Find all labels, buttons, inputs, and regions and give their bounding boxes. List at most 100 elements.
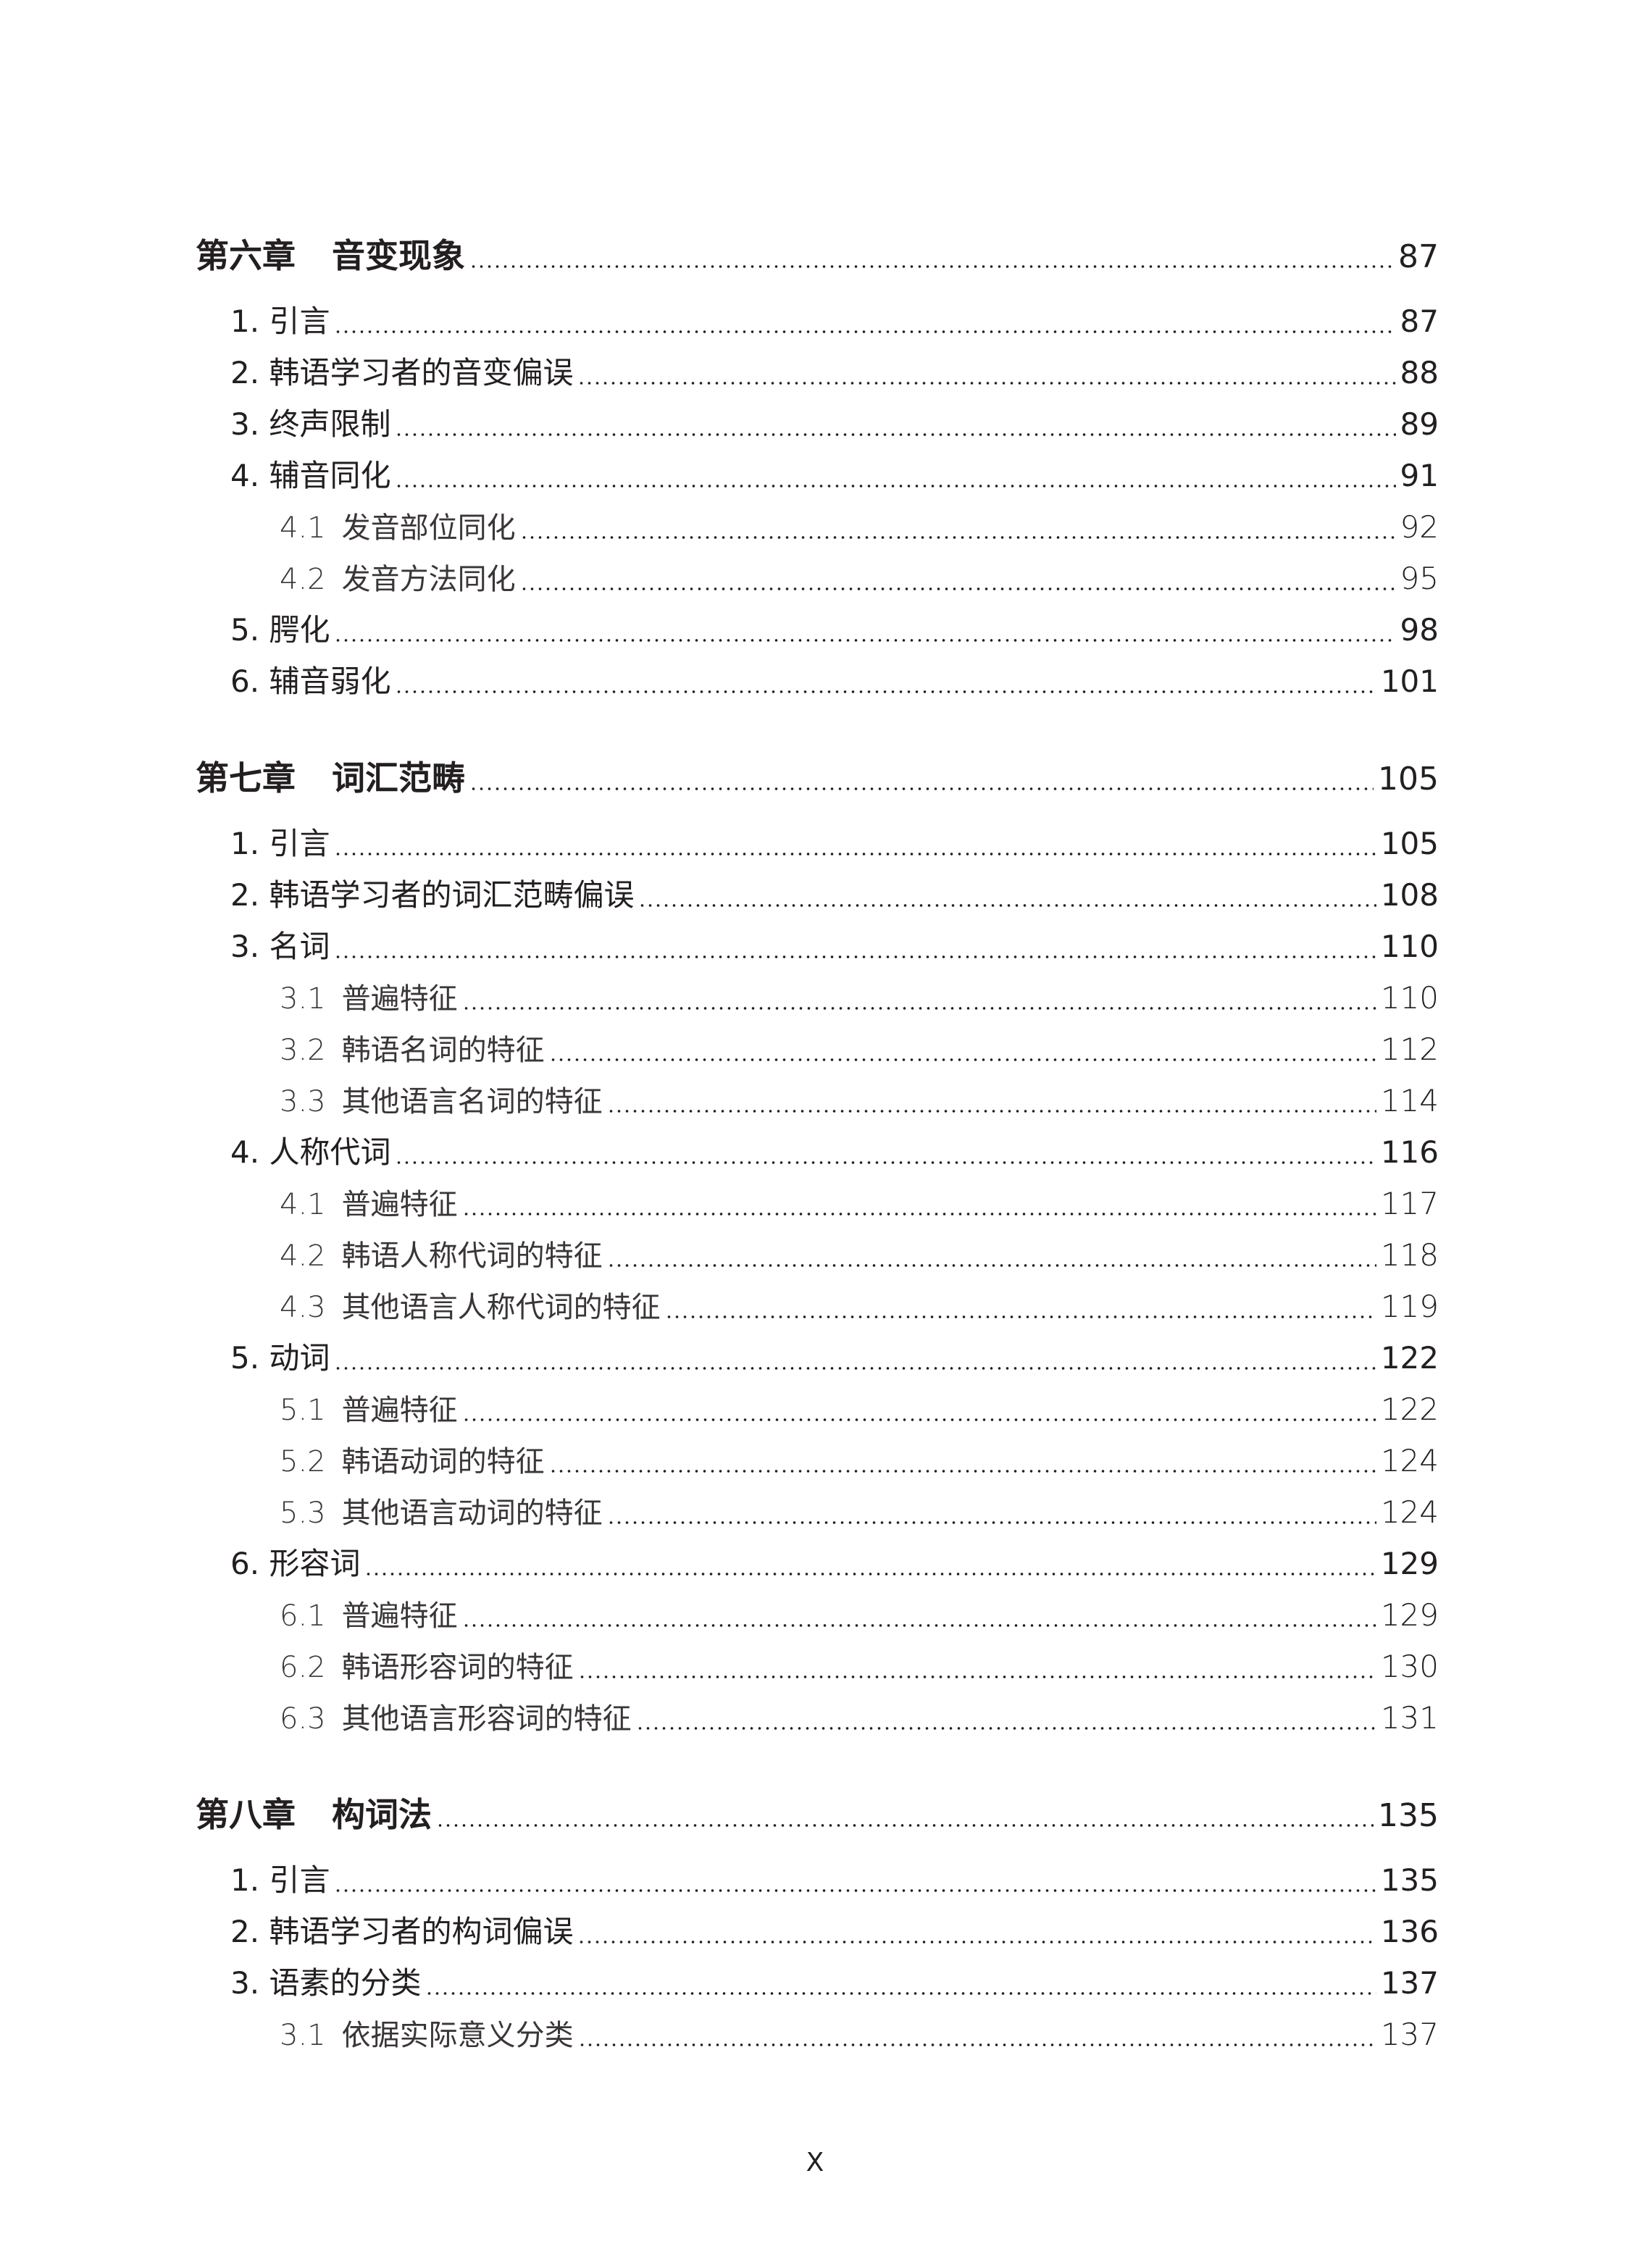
toc-subsection-entry[interactable]: 4.2 韩语人称代词的特征 118 [196,1229,1439,1281]
toc-section-entry[interactable]: 6. 形容词 129 [196,1538,1439,1589]
toc-section-entry[interactable]: 4. 辅音同化 91 [196,450,1439,501]
chapter-title: 构词法 [332,1795,432,1834]
dot-leader [469,264,1394,269]
entry-label: 2. 韩语学习者的构词偏误 [230,1906,573,1957]
toc-subsection-entry[interactable]: 4.3 其他语言人称代词的特征 119 [196,1281,1439,1332]
dot-leader [461,1623,1376,1628]
dot-leader [577,2043,1376,2047]
entry-number: 3.1 [280,2019,326,2052]
toc-chapter-entry[interactable]: 第八章 构词法 135 [196,1789,1439,1841]
entry-number: 6.3 [280,1702,326,1736]
entry-label: 3.3 其他语言名词的特征 [280,1076,603,1128]
dot-leader [519,587,1396,591]
entry-number: 3.1 [280,982,326,1016]
entry-label: 5.2 韩语动词的特征 [280,1436,545,1488]
entry-page-number: 119 [1380,1289,1439,1324]
entry-label: 1. 引言 [230,296,330,347]
entry-number: 3. [230,406,260,442]
entry-number: 4.2 [280,1239,326,1273]
toc-chapter-entry[interactable]: 第六章 音变现象 87 [196,230,1439,282]
entry-page-number: 124 [1380,1494,1439,1530]
toc-section-entry[interactable]: 4. 人称代词 116 [196,1126,1439,1178]
dot-leader [395,1160,1376,1165]
toc-subsection-entry[interactable]: 3.3 其他语言名词的特征 114 [196,1075,1439,1126]
entry-page-number: 110 [1380,980,1439,1016]
entry-number: 2. [230,1914,260,1949]
entry-page-number: 101 [1380,664,1439,699]
toc-subsection-entry[interactable]: 4.1 普遍特征 117 [196,1178,1439,1229]
toc-subsection-entry[interactable]: 5.2 韩语动词的特征 124 [196,1435,1439,1486]
dot-leader [606,1263,1376,1268]
entry-label: 4.1 发音部位同化 [280,503,516,554]
entry-number: 5. [230,612,260,648]
entry-title: 韩语学习者的词汇范畴偏误 [269,877,635,913]
dot-leader [395,690,1376,694]
toc-section-entry[interactable]: 1. 引言 87 [196,296,1439,347]
toc-subsection-entry[interactable]: 4.2 发音方法同化 95 [196,553,1439,604]
entry-label: 6. 辅音弱化 [230,656,390,707]
toc-section-entry[interactable]: 3. 终声限制 89 [196,398,1439,450]
dot-leader [425,1991,1376,1996]
toc-section-entry[interactable]: 2. 韩语学习者的构词偏误 136 [196,1906,1439,1957]
entry-title: 韩语形容词的特征 [341,1651,574,1684]
toc-section-entry[interactable]: 3. 名词 110 [196,921,1439,972]
toc-subsection-entry[interactable]: 6.3 其他语言形容词的特征 131 [196,1692,1439,1744]
entry-label: 1. 引言 [230,818,330,869]
entry-title: 引言 [269,304,330,339]
entry-number: 4.2 [280,563,326,596]
entry-label: 4. 辅音同化 [230,450,390,501]
dot-leader [548,1058,1376,1062]
entry-number: 6. [230,664,260,699]
entry-page-number: 95 [1400,561,1439,596]
entry-label: 5. 动词 [230,1332,330,1384]
dot-leader [606,1109,1376,1113]
toc-subsection-entry[interactable]: 3.1 普遍特征 110 [196,972,1439,1024]
toc-subsection-entry[interactable]: 3.1 依据实际意义分类 137 [196,2009,1439,2060]
entry-page-number: 110 [1380,929,1439,964]
entry-number: 4.1 [280,1188,326,1221]
dot-leader [334,955,1376,959]
entry-page-number: 98 [1400,612,1439,648]
entry-title: 普遍特征 [341,982,458,1016]
entry-number: 3. [230,929,260,964]
dot-leader [577,1675,1376,1679]
toc-subsection-entry[interactable]: 3.2 韩语名词的特征 112 [196,1024,1439,1075]
entry-page-number: 118 [1380,1237,1439,1273]
entry-title: 其他语言动词的特征 [341,1497,603,1530]
toc-subsection-entry[interactable]: 4.1 发音部位同化 92 [196,501,1439,553]
toc-section-entry[interactable]: 1. 引言 105 [196,818,1439,869]
toc-subsection-entry[interactable]: 6.2 韩语形容词的特征 130 [196,1641,1439,1692]
toc-subsection-entry[interactable]: 5.3 其他语言动词的特征 124 [196,1486,1439,1538]
dot-leader [461,1418,1376,1422]
entry-title: 人称代词 [269,1134,391,1170]
toc-subsection-entry[interactable]: 6.1 普遍特征 129 [196,1589,1439,1641]
toc-section-entry[interactable]: 3. 语素的分类 137 [196,1957,1439,2009]
entry-page-number: 122 [1380,1392,1439,1427]
entry-title: 名词 [269,929,330,964]
entry-number: 4. [230,1134,260,1170]
entry-page-number: 135 [1380,1862,1439,1898]
toc-section-entry[interactable]: 2. 韩语学习者的词汇范畴偏误 108 [196,869,1439,921]
toc-section-entry[interactable]: 1. 引言 135 [196,1854,1439,1906]
toc-section-entry[interactable]: 2. 韩语学习者的音变偏误 88 [196,347,1439,398]
entry-title: 依据实际意义分类 [341,2019,574,2052]
dot-leader [436,1823,1374,1828]
toc-subsection-entry[interactable]: 5.1 普遍特征 122 [196,1384,1439,1435]
chapter-page-number: 105 [1378,761,1439,798]
entry-page-number: 129 [1380,1597,1439,1633]
toc-section-entry[interactable]: 5. 动词 122 [196,1332,1439,1384]
toc-section-entry[interactable]: 6. 辅音弱化 101 [196,656,1439,707]
entry-page-number: 131 [1380,1700,1439,1736]
chapter-title: 音变现象 [332,236,465,275]
dot-leader [577,1940,1376,1944]
entry-label: 3.1 普遍特征 [280,974,458,1025]
entry-title: 终声限制 [269,406,391,442]
toc-section-entry[interactable]: 5. 腭化 98 [196,604,1439,656]
dot-leader [638,903,1376,908]
dot-leader [548,1469,1376,1473]
entry-page-number: 122 [1380,1340,1439,1376]
chapter-number: 第七章 [196,758,296,798]
toc-chapter-entry[interactable]: 第七章 词汇范畴 105 [196,753,1439,804]
dot-leader [334,638,1396,643]
entry-title: 其他语言人称代词的特征 [341,1291,661,1324]
